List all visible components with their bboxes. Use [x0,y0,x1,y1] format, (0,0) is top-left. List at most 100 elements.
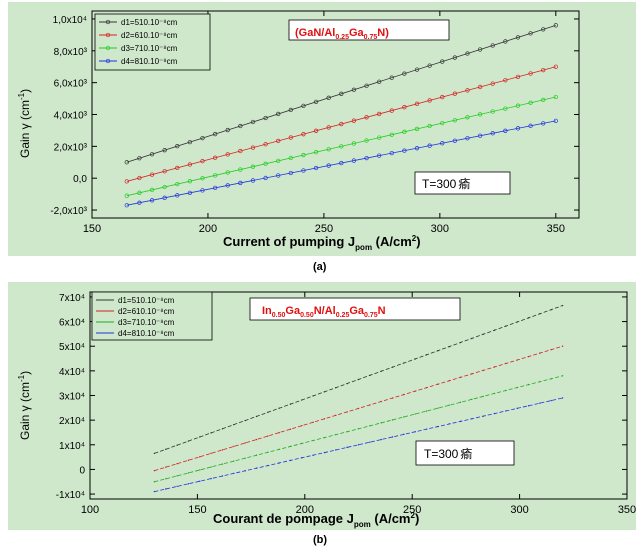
chart-a-data-point [276,173,281,178]
chart-a-data-point [238,167,243,172]
chart-a-data-point [528,71,533,76]
chart-a-data-point [452,55,458,60]
chart-a-data-point [288,155,293,161]
chart-a-title-box: (GaN/Al0.25Ga0.75N) [288,19,450,41]
chart-a-data-point [313,99,319,105]
chart-b-data-point [414,431,416,433]
chart-a-data-point [288,135,293,140]
chart-b-data-point [153,452,156,455]
chart-a-data-point [175,181,180,187]
chart-b-x-tick-label: 100 [81,504,99,516]
chart-b-data-point [176,475,178,477]
chart-b-data-point [527,405,530,407]
chart-b-data-point [255,415,258,418]
chart-b-data-point [153,469,156,472]
chart-b-legend-label: d4=810.10⁻⁸cm [118,329,175,338]
chart-a-data-point [339,144,344,149]
chart-b-data-point [210,466,212,468]
chart-a-data-point [238,148,243,154]
chart-b-data-point [255,454,258,456]
chart-a-data-point [225,152,230,157]
chart-a-data-point [200,158,205,164]
chart-a-data-point [326,163,331,168]
chart-a-data-point [351,118,357,123]
chart-b-data-point [301,425,303,427]
chart-b-data-point [482,333,484,336]
chart-b-data-point [301,457,303,459]
chart-a-data-point [162,169,167,174]
chart-b-data-point [335,433,337,436]
chart-a-data-point [465,88,470,93]
chart-b-data-point [244,442,246,444]
chart-a-data-point [452,91,458,96]
chart-a-data-point [465,51,470,56]
chart-b-data-point [459,376,462,379]
chart-b-data-point [278,462,280,464]
chart-b-data-point [527,383,530,386]
chart-a-data-point [212,155,218,160]
chart-a-data-point [250,178,256,183]
chart-b-data-point [482,369,484,372]
chart-b-data-point [505,362,507,365]
chart-b-data-point [550,348,552,351]
chart-b-data-point [289,403,292,405]
chart-a-data-point [503,128,508,133]
chart-a-data-point [301,103,306,109]
chart-b-data-point [448,380,450,382]
chart-b-data-point [471,398,473,401]
chart-a-data-point [339,91,344,96]
chart-a-data-point [162,148,167,153]
chart-a-data-point [187,162,193,167]
chart-b-data-point [289,445,292,448]
chart-b-data-point [335,449,337,451]
chart-b-data-point [278,407,280,409]
chart-b-data-point [459,341,462,344]
chart-a-data-point [364,155,369,161]
chart-b-data-point [187,440,190,442]
chart-b-legend: d1=510.10⁻⁸cm d2=610.10⁻⁸cm d3=710.10⁻⁸cm d… [91,291,213,341]
chart-a-legend: d1=510.10⁻⁸cm d2=610.10⁻⁸cm d3=710.10⁻⁸cm d… [94,13,211,71]
chart-a-data-point [225,127,230,133]
chart-b-data-point [312,454,314,456]
chart-a-data-point [528,31,533,36]
chart-a-data-point [339,121,344,127]
chart-b-data-point [335,386,337,389]
chart-b-data-point [187,459,190,461]
chart-b-data-point [233,445,235,448]
chart-a-data-point [440,94,445,100]
chart-a-data-point [238,123,243,129]
chart-b-data-point [176,485,178,488]
chart-a-series-line [126,24,556,163]
chart-b-x-tick-label: 350 [618,504,636,516]
chart-b-data-point [550,399,552,402]
chart-a-data-point [326,125,331,130]
chart-a-data-point [351,158,357,163]
chart-b-data-point [346,411,348,413]
chart-b-y-axis-label: Gain γ (cm-1) [17,371,32,440]
chart-b-data-point [403,393,405,396]
chart-b-data-point [244,457,246,459]
chart-a-data-point [250,145,256,150]
chart-a-annotation: T=300 瘉 [422,176,470,191]
chart-b-data-point [561,375,564,377]
chart-b-data-point [391,436,394,438]
chart-b-data-point [391,366,394,368]
chart-a-data-point [137,200,142,205]
chart-a-x-tick-label: 350 [547,223,565,235]
chart-a-data-point [288,107,293,113]
chart-a-data-point [124,203,129,208]
chart-a-x-tick-label: 150 [83,223,101,235]
chart-b-data-point [187,472,190,474]
chart-b-data-point [369,425,371,427]
chart-a-data-point [427,123,432,129]
chart-a-data-point [477,47,483,52]
chart-a-data-point [225,183,230,188]
chart-b-data-point [153,481,156,483]
chart-a-data-point [250,164,256,169]
chart-a-data-point [351,141,357,146]
chart-a-data-point [263,115,268,121]
chart-b-data-point [493,392,496,395]
chart-b-data-point [527,355,530,358]
chart-a-data-point [313,128,319,133]
chart-a-data-point [149,187,155,193]
